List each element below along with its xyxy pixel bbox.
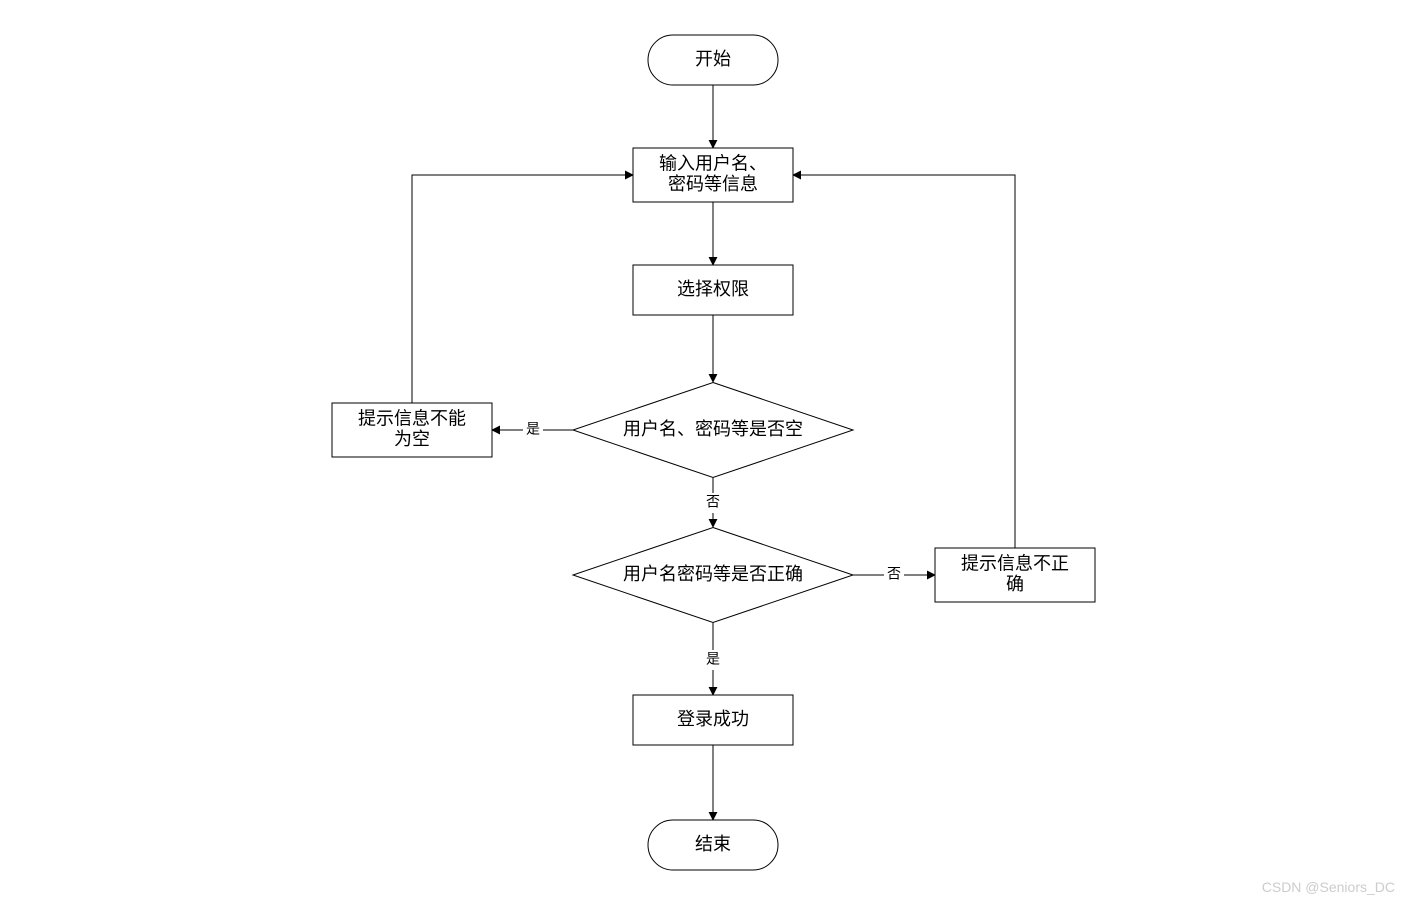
node-text-check_correct-line0: 用户名密码等是否正确 — [623, 564, 803, 584]
node-tip_empty: 提示信息不能为空 — [332, 403, 492, 457]
node-text-tip_wrong-line0: 提示信息不正 — [961, 553, 1069, 573]
nodes-layer: 开始输入用户名、密码等信息选择权限用户名、密码等是否空 提示信息不能为空用户名密码… — [332, 35, 1095, 870]
edge-e8 — [793, 175, 1015, 548]
node-input: 输入用户名、密码等信息 — [633, 148, 793, 202]
node-check_correct: 用户名密码等是否正确 — [573, 528, 853, 623]
node-check_empty: 用户名、密码等是否空 — [573, 383, 853, 478]
flowchart-canvas: 是否否是开始输入用户名、密码等信息选择权限用户名、密码等是否空提示信息不能为空用… — [0, 0, 1405, 901]
node-text-tip_empty-line0: 提示信息不能 — [358, 408, 466, 428]
node-success: 登录成功 — [633, 695, 793, 745]
node-end: 结束 — [648, 820, 778, 870]
edge-e5 — [412, 175, 633, 403]
edge-label-e7: 否 — [887, 566, 901, 582]
node-text-input-line0: 输入用户名、 — [659, 153, 767, 173]
node-text-success-line0: 登录成功 — [677, 709, 749, 729]
node-start: 开始 — [648, 35, 778, 85]
node-text-end-line0: 结束 — [695, 834, 731, 854]
edge-label-e9: 是 — [706, 651, 720, 667]
node-text-select-line0: 选择权限 — [677, 279, 749, 299]
node-text-check_empty-line0: 用户名、密码等是否空 — [623, 419, 803, 439]
node-text-start-line0: 开始 — [695, 49, 731, 69]
node-text-tip_empty-line1: 为空 — [394, 429, 430, 449]
watermark-text: CSDN @Seniors_DC — [1262, 879, 1395, 895]
edge-label-e6: 否 — [706, 494, 720, 510]
node-select: 选择权限 — [633, 265, 793, 315]
node-text-tip_wrong-line1: 确 — [1006, 574, 1024, 594]
node-text-input-line1: 密码等信息 — [668, 174, 758, 194]
node-tip_wrong: 提示信息不正确 — [935, 548, 1095, 602]
edge-label-e4: 是 — [526, 421, 540, 437]
